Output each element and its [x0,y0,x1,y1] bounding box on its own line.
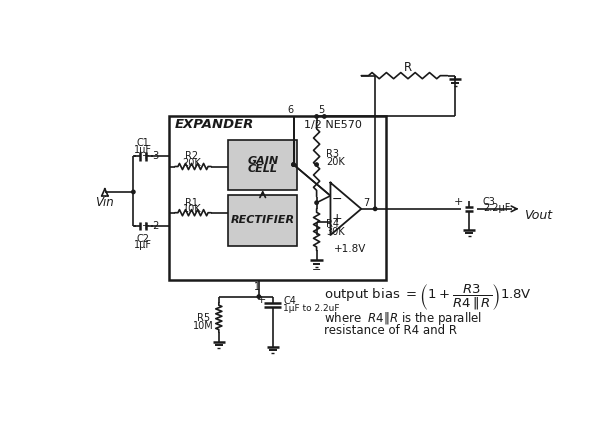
Text: R2: R2 [185,151,199,162]
Text: C2: C2 [137,234,150,244]
Text: 1: 1 [254,282,260,292]
Text: −: − [312,266,321,275]
Text: C3: C3 [483,197,496,207]
Text: 2.2μF: 2.2μF [483,203,510,213]
Text: 20K: 20K [326,157,345,167]
Text: 1/2 NE570: 1/2 NE570 [304,120,361,130]
Text: 10K: 10K [183,204,201,214]
Text: 7: 7 [364,198,370,208]
Text: 1μF: 1μF [134,144,152,155]
Text: −: − [331,193,342,206]
Text: C1: C1 [137,139,150,148]
Circle shape [131,190,135,194]
Bar [228,195,298,246]
Text: 6: 6 [287,105,293,115]
Text: 10M: 10M [193,321,214,331]
Text: + 2: + 2 [142,221,159,231]
Text: R4: R4 [326,219,339,229]
Circle shape [315,115,318,118]
Bar [169,116,386,280]
Text: C4: C4 [284,296,296,306]
Circle shape [315,163,318,166]
Circle shape [257,295,260,298]
Text: RECTIFIER: RECTIFIER [230,215,295,225]
Text: EXPANDER: EXPANDER [175,119,254,131]
Text: 1μF: 1μF [134,240,152,250]
Text: R1: R1 [185,198,199,208]
Text: 1μF to 2.2uF: 1μF to 2.2uF [284,304,340,314]
Text: where  $R4 \| R$ is the parallel: where $R4 \| R$ is the parallel [324,310,482,327]
Text: 5: 5 [318,105,324,115]
Text: resistance of R4 and R: resistance of R4 and R [324,324,457,337]
Text: Vin: Vin [95,196,114,209]
Text: +1.8V: +1.8V [334,244,366,254]
Text: Vout: Vout [524,209,552,221]
Circle shape [373,207,377,210]
Circle shape [292,163,295,166]
Text: +: + [331,212,342,224]
Circle shape [323,115,326,118]
Text: R: R [404,62,412,74]
Text: +: + [453,197,463,207]
Bar [228,139,298,190]
Text: R5: R5 [197,313,210,323]
Circle shape [292,163,295,166]
Text: GAIN: GAIN [247,156,278,167]
Text: 30K: 30K [326,227,345,237]
Text: + 3: + 3 [142,151,159,162]
Text: output bias $= \left(1 + \dfrac{R3}{R4\,\|\,R}\right) 1.8\mathrm{V}$: output bias $= \left(1 + \dfrac{R3}{R4\,… [324,283,532,312]
Text: CELL: CELL [247,164,278,174]
Circle shape [315,201,318,204]
Text: 20K: 20K [183,158,201,167]
Text: +: + [257,295,266,305]
Text: R3: R3 [326,149,339,159]
